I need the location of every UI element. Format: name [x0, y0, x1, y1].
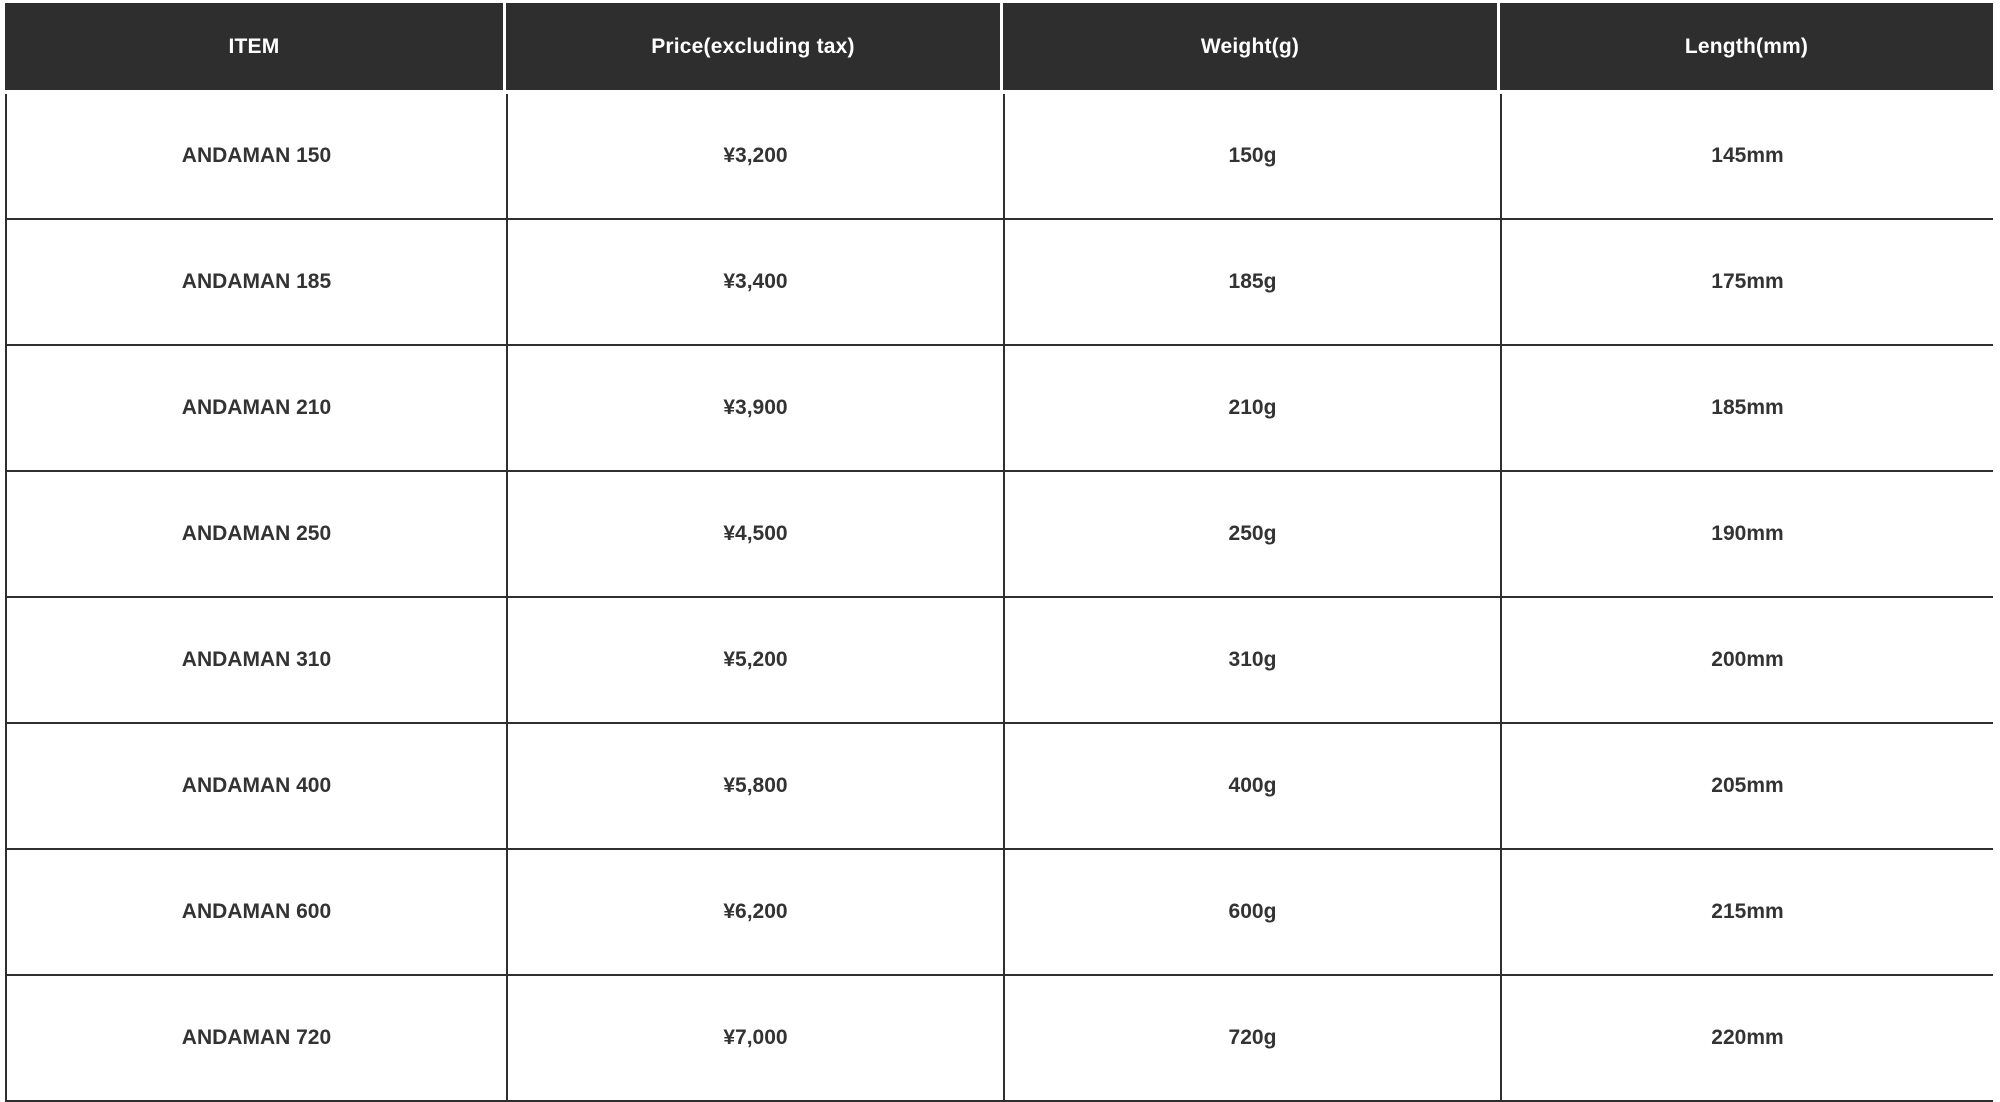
cell-weight: 250g	[1002, 472, 1500, 598]
cell-weight: 310g	[1002, 598, 1500, 724]
cell-price: ¥5,200	[505, 598, 1003, 724]
cell-length: 190mm	[1499, 472, 1993, 598]
cell-length: 215mm	[1499, 850, 1993, 976]
table-row: ANDAMAN 150 ¥3,200 150g 145mm	[5, 94, 1993, 220]
cell-weight: 210g	[1002, 346, 1500, 472]
cell-length: 220mm	[1499, 976, 1993, 1102]
cell-price: ¥7,000	[505, 976, 1003, 1102]
table-row: ANDAMAN 600 ¥6,200 600g 215mm	[5, 850, 1993, 976]
cell-weight: 720g	[1002, 976, 1500, 1102]
cell-length: 175mm	[1499, 220, 1993, 346]
cell-item: ANDAMAN 250	[5, 472, 506, 598]
cell-length: 200mm	[1499, 598, 1993, 724]
table-row: ANDAMAN 185 ¥3,400 185g 175mm	[5, 220, 1993, 346]
cell-price: ¥3,200	[505, 94, 1003, 220]
cell-item: ANDAMAN 210	[5, 346, 506, 472]
cell-price: ¥4,500	[505, 472, 1003, 598]
cell-weight: 600g	[1002, 850, 1500, 976]
table-row: ANDAMAN 310 ¥5,200 310g 200mm	[5, 598, 1993, 724]
header-row: ITEM Price(excluding tax) Weight(g) Leng…	[5, 3, 1993, 94]
cell-item: ANDAMAN 150	[5, 94, 506, 220]
column-header-item: ITEM	[5, 3, 506, 94]
cell-length: 185mm	[1499, 346, 1993, 472]
column-header-weight: Weight(g)	[1002, 3, 1500, 94]
column-header-price: Price(excluding tax)	[505, 3, 1003, 94]
table-row: ANDAMAN 210 ¥3,900 210g 185mm	[5, 346, 1993, 472]
cell-price: ¥3,900	[505, 346, 1003, 472]
table-row: ANDAMAN 250 ¥4,500 250g 190mm	[5, 472, 1993, 598]
cell-item: ANDAMAN 400	[5, 724, 506, 850]
cell-weight: 185g	[1002, 220, 1500, 346]
cell-item: ANDAMAN 310	[5, 598, 506, 724]
cell-length: 145mm	[1499, 94, 1993, 220]
table-row: ANDAMAN 400 ¥5,800 400g 205mm	[5, 724, 1993, 850]
cell-weight: 400g	[1002, 724, 1500, 850]
cell-length: 205mm	[1499, 724, 1993, 850]
cell-price: ¥5,800	[505, 724, 1003, 850]
column-header-length: Length(mm)	[1499, 3, 1993, 94]
cell-item: ANDAMAN 185	[5, 220, 506, 346]
cell-item: ANDAMAN 600	[5, 850, 506, 976]
table-row: ANDAMAN 720 ¥7,000 720g 220mm	[5, 976, 1993, 1102]
cell-item: ANDAMAN 720	[5, 976, 506, 1102]
cell-weight: 150g	[1002, 94, 1500, 220]
cell-price: ¥3,400	[505, 220, 1003, 346]
product-spec-table: ITEM Price(excluding tax) Weight(g) Leng…	[5, 3, 1993, 1102]
cell-price: ¥6,200	[505, 850, 1003, 976]
